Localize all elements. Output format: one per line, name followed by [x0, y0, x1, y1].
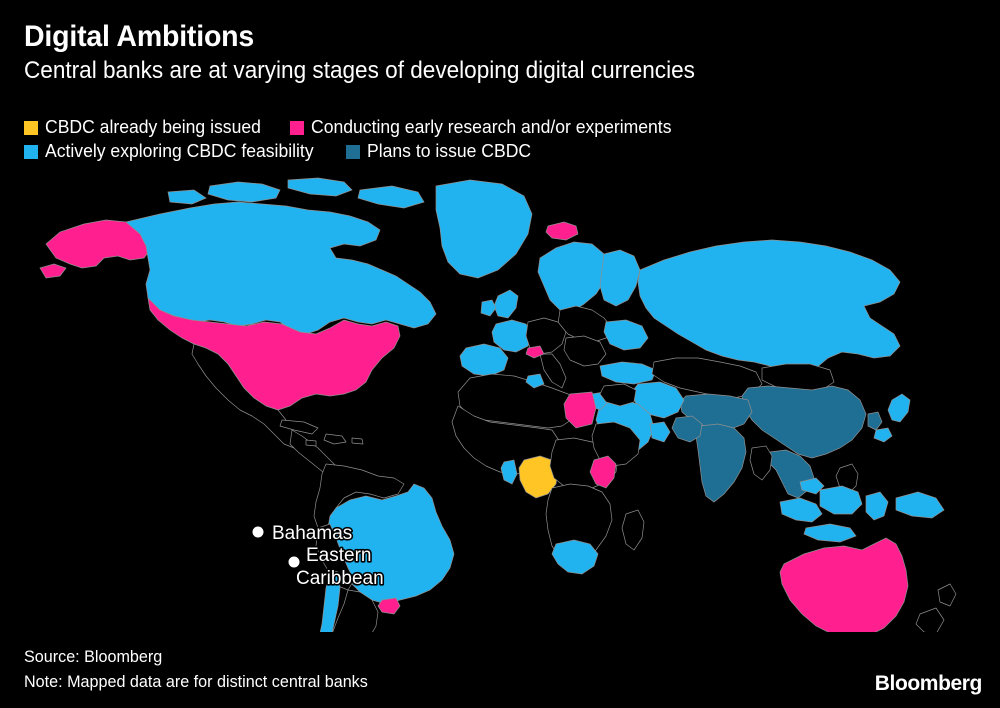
- region-horn-of-africa[interactable]: [591, 421, 641, 467]
- region-uae-oman[interactable]: [649, 421, 671, 443]
- region-nigeria[interactable]: [518, 455, 559, 499]
- marker-bahamas[interactable]: Bahamas: [252, 521, 354, 546]
- region-finland[interactable]: [599, 249, 641, 307]
- region-cuba[interactable]: [279, 419, 319, 435]
- legend-swatch-plans: [345, 144, 360, 159]
- region-alaska[interactable]: [39, 219, 151, 279]
- region-new-zealand-south[interactable]: [915, 607, 945, 632]
- region-malaysia[interactable]: [799, 477, 825, 495]
- region-new-zealand-north[interactable]: [937, 583, 957, 607]
- legend-item-research[interactable]: Conducting early research and/or experim…: [290, 116, 690, 137]
- region-iberia[interactable]: [459, 343, 509, 377]
- footer: Source: Bloomberg Note: Mapped data are …: [24, 645, 386, 694]
- region-northern-south-america[interactable]: [313, 463, 405, 533]
- legend-row-2: Actively exploring CBDC feasibility Plan…: [24, 140, 974, 161]
- legend-label-plans: Plans to issue CBDC: [366, 140, 531, 162]
- world-map[interactable]: Bahamas Eastern Caribbean: [0, 172, 1000, 632]
- region-ukraine[interactable]: [603, 319, 649, 351]
- region-kenya[interactable]: [589, 455, 617, 489]
- region-pakistan[interactable]: [671, 415, 703, 443]
- region-south-africa[interactable]: [551, 539, 599, 575]
- region-japan-south[interactable]: [873, 427, 893, 443]
- region-argentina[interactable]: [328, 589, 379, 632]
- region-indonesia-borneo[interactable]: [819, 485, 863, 515]
- marker-dot-eastern-caribbean: [288, 556, 300, 568]
- region-egypt[interactable]: [563, 391, 597, 429]
- marker-dot-bahamas: [252, 526, 264, 538]
- region-france[interactable]: [491, 319, 533, 353]
- region-chile[interactable]: [316, 569, 341, 632]
- legend-item-plans[interactable]: Plans to issue CBDC: [345, 140, 540, 162]
- region-switzerland[interactable]: [525, 345, 545, 359]
- region-myanmar[interactable]: [749, 445, 773, 481]
- region-canada-arctic-4[interactable]: [167, 189, 207, 205]
- region-italy[interactable]: [539, 353, 567, 389]
- region-germany-italy[interactable]: [525, 317, 567, 355]
- region-iceland[interactable]: [545, 221, 579, 241]
- legend: CBDC already being issued Conducting ear…: [24, 116, 974, 165]
- region-jamaica[interactable]: [305, 439, 317, 447]
- region-ireland[interactable]: [480, 299, 497, 317]
- region-canada-arctic-2[interactable]: [287, 177, 353, 197]
- bloomberg-logo: Bloomberg: [874, 672, 983, 695]
- legend-label-research: Conducting early research and/or experim…: [311, 116, 672, 137]
- region-uruguay[interactable]: [377, 597, 401, 615]
- header: Digital Ambitions Central banks are at v…: [24, 22, 974, 85]
- source-text: Source: Bloomberg: [24, 647, 163, 666]
- region-china[interactable]: [741, 385, 867, 459]
- marker-label-eastern-caribbean-line2: Caribbean: [296, 568, 384, 589]
- legend-label-issued: CBDC already being issued: [45, 116, 261, 137]
- region-scandinavia[interactable]: [537, 241, 611, 313]
- region-canada-arctic-1[interactable]: [207, 181, 281, 203]
- region-canada-arctic-3[interactable]: [357, 185, 425, 209]
- region-greenland[interactable]: [435, 179, 533, 279]
- legend-label-exploring: Actively exploring CBDC feasibility: [45, 140, 314, 162]
- region-hispaniola[interactable]: [323, 433, 347, 445]
- region-tunisia[interactable]: [525, 373, 545, 389]
- region-balkans[interactable]: [563, 335, 607, 367]
- region-peru-bolivia[interactable]: [315, 523, 355, 591]
- legend-item-exploring[interactable]: Actively exploring CBDC feasibility: [24, 140, 328, 161]
- region-japan[interactable]: [887, 393, 911, 423]
- marker-label-eastern-caribbean-line1: Eastern: [306, 545, 371, 566]
- marker-eastern-caribbean[interactable]: Eastern Caribbean: [288, 543, 385, 591]
- region-puerto-rico[interactable]: [351, 437, 364, 445]
- note-text: Note: Mapped data are for distinct centr…: [24, 671, 368, 691]
- legend-swatch-exploring: [24, 144, 38, 159]
- region-india[interactable]: [695, 423, 747, 503]
- region-south-korea[interactable]: [867, 411, 883, 431]
- region-turkey[interactable]: [599, 361, 657, 385]
- region-canada[interactable]: [125, 201, 437, 335]
- region-mongolia[interactable]: [761, 363, 835, 393]
- page-subtitle: Central banks are at varying stages of d…: [24, 57, 695, 84]
- legend-row-1: CBDC already being issued Conducting ear…: [24, 116, 974, 137]
- legend-item-issued[interactable]: CBDC already being issued: [24, 116, 272, 137]
- legend-swatch-research: [290, 120, 305, 135]
- region-ghana[interactable]: [500, 459, 518, 485]
- region-madagascar[interactable]: [621, 509, 645, 551]
- region-indonesia-sulawesi[interactable]: [865, 491, 889, 521]
- region-iraq-syria[interactable]: [599, 383, 637, 407]
- region-russia[interactable]: [637, 239, 901, 373]
- region-indonesia-java[interactable]: [803, 523, 857, 543]
- region-australia[interactable]: [779, 537, 909, 632]
- region-united-kingdom[interactable]: [493, 289, 519, 319]
- legend-swatch-issued: [24, 120, 38, 135]
- marker-label-bahamas: Bahamas: [272, 523, 352, 544]
- world-map-svg[interactable]: Bahamas Eastern Caribbean: [0, 172, 1000, 632]
- page-title: Digital Ambitions: [24, 20, 255, 53]
- region-papua-new-guinea[interactable]: [895, 491, 945, 519]
- region-indonesia-sumatra[interactable]: [779, 497, 823, 523]
